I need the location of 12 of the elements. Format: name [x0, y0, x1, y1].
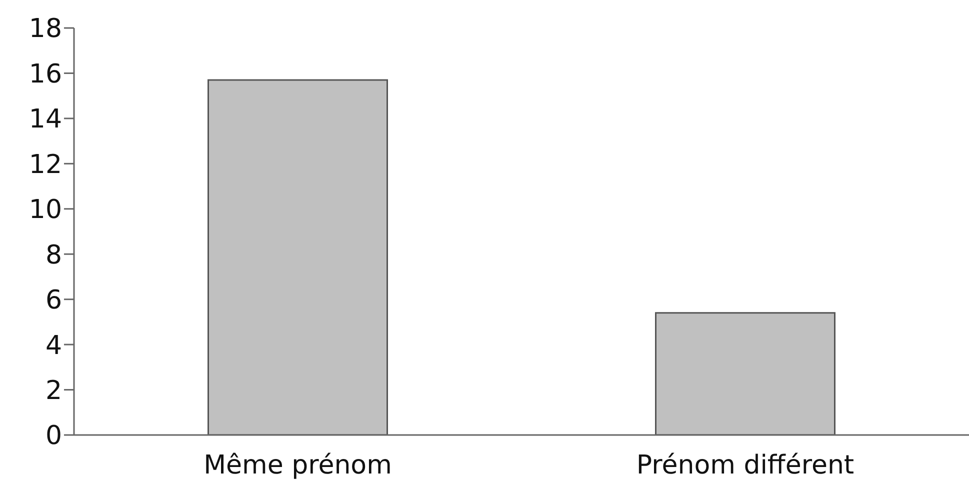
y-tick-label: 14: [28, 104, 62, 135]
y-tick-label: 2: [45, 376, 62, 406]
y-tick-label: 4: [45, 330, 62, 361]
y-tick-label: 12: [28, 150, 62, 180]
y-tick-label: 0: [45, 421, 62, 452]
y-tick-label: 16: [28, 59, 62, 90]
x-tick-label: Prénom différent: [636, 450, 854, 480]
y-tick-label: 8: [45, 240, 62, 270]
y-tick-label: 6: [45, 286, 62, 316]
y-tick-label: 18: [28, 14, 62, 44]
y-tick-label: 10: [28, 195, 62, 226]
x-tick-label: Même prénom: [204, 450, 392, 480]
